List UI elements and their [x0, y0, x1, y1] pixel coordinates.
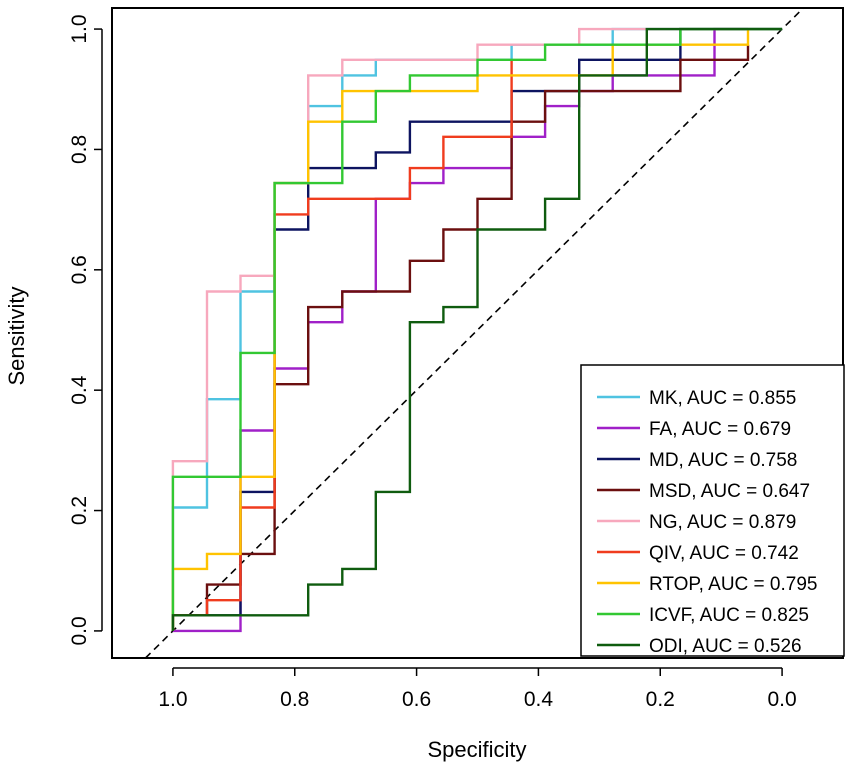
y-tick-label: 0.6: [68, 255, 91, 284]
legend-label-md: MD, AUC = 0.758: [649, 450, 797, 471]
legend-label-msd: MSD, AUC = 0.647: [649, 481, 810, 502]
roc-curves: [171, 27, 783, 633]
y-tick-label: 0.2: [68, 496, 91, 525]
x-tick-label: 0.0: [767, 688, 796, 711]
legend-label-icvf: ICVF, AUC = 0.825: [649, 605, 809, 626]
y-axis-title: Sensitivity: [4, 286, 29, 385]
legend-label-mk: MK, AUC = 0.855: [649, 388, 796, 409]
axes: 1.0 0.8 0.6 0.4 0.2 0.0 0.0 0.2 0.4 0.6 0.8 1.0: [68, 14, 797, 711]
x-tick-label: 1.0: [158, 688, 187, 711]
legend-box: [580, 364, 845, 657]
roc-curve-icvf: [171, 27, 783, 631]
y-tick-label: 1.0: [68, 14, 91, 43]
legend-label-odi: ODI, AUC = 0.526: [649, 636, 802, 657]
x-axis-title: Specificity: [427, 737, 526, 762]
roc-curve-rtop: [171, 29, 750, 631]
legend: MK, AUC = 0.855 FA, AUC = 0.679 MD, AUC = …: [580, 364, 845, 657]
plot-frame: [111, 7, 844, 659]
y-tick-label: 0.4: [68, 375, 91, 405]
x-tick-label: 0.2: [646, 688, 675, 711]
legend-label-rtop: RTOP, AUC = 0.795: [649, 574, 817, 595]
legend-label-qiv: QIV, AUC = 0.742: [649, 543, 799, 564]
x-tick-label: 0.6: [402, 688, 431, 711]
roc-curve-qiv: [171, 59, 513, 631]
y-tick-label: 0.8: [68, 135, 91, 164]
legend-label-fa: FA, AUC = 0.679: [649, 419, 791, 440]
x-tick-label: 0.4: [524, 688, 554, 711]
legend-label-ng: NG, AUC = 0.879: [649, 512, 796, 533]
reference-diagonal-line: [144, 7, 804, 659]
x-tick-label: 0.8: [280, 688, 309, 711]
roc-curve-odi: [171, 27, 783, 631]
y-tick-label: 0.0: [68, 616, 91, 645]
